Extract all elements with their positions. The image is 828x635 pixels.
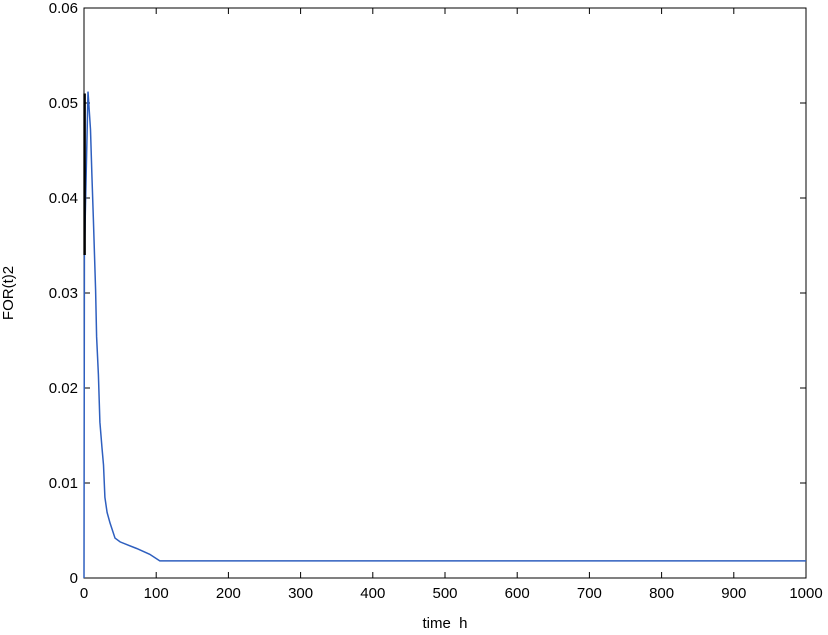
y-tick-label: 0.05 — [49, 95, 78, 112]
x-tick-label: 800 — [649, 585, 674, 602]
x-tick-label: 700 — [577, 585, 602, 602]
x-tick-label: 600 — [505, 585, 530, 602]
x-axis-label: time h — [422, 615, 467, 632]
x-tick-label: 0 — [80, 585, 88, 602]
y-tick-label: 0.02 — [49, 380, 78, 397]
x-tick-label: 100 — [144, 585, 169, 602]
y-tick-label: 0.03 — [49, 285, 78, 302]
y-tick-label: 0.06 — [49, 0, 78, 17]
y-tick-label: 0 — [70, 570, 78, 587]
y-axis-label: FOR(t)2 — [0, 266, 17, 320]
x-tick-label: 400 — [360, 585, 385, 602]
y-tick-label: 0.04 — [49, 190, 78, 207]
y-tick-label: 0.01 — [49, 475, 78, 492]
x-tick-label: 500 — [432, 585, 457, 602]
series-line-0 — [83, 91, 806, 579]
x-tick-label: 300 — [288, 585, 313, 602]
x-tick-label: 200 — [216, 585, 241, 602]
x-tick-label: 1000 — [789, 585, 822, 602]
plot-area — [83, 7, 807, 579]
x-tick-label: 900 — [721, 585, 746, 602]
